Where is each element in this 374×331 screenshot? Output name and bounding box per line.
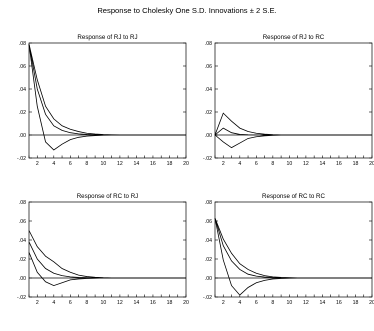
x-tick-label: 16 xyxy=(336,161,342,167)
plot-frame xyxy=(28,42,187,159)
y-tick-label: .06 xyxy=(19,64,26,70)
y-tick-label: .04 xyxy=(19,238,26,244)
panel-title: Response of RJ to RJ xyxy=(77,34,137,41)
x-tick-label: 4 xyxy=(52,161,55,167)
panel-title: Response of RC to RJ xyxy=(77,193,139,200)
x-tick-label: 14 xyxy=(134,161,140,167)
panel-title: Response of RC to RC xyxy=(262,193,325,200)
y-tick-label: .06 xyxy=(205,219,212,225)
x-tick-label: 20 xyxy=(369,161,374,167)
x-tick-label: 2 xyxy=(222,161,225,167)
x-tick-label: 20 xyxy=(183,161,189,167)
y-tick-label: .02 xyxy=(205,257,212,263)
panel-title: Response of RJ to RC xyxy=(263,34,325,41)
series-line-1 xyxy=(28,241,186,279)
x-tick-label: 18 xyxy=(353,300,359,306)
plot-frame xyxy=(214,201,373,298)
panel-2: Response of RJ to RC .08 .06 .04 .02 .00 -.02 2… xyxy=(203,34,374,167)
y-tick-label: .04 xyxy=(205,238,212,244)
x-tick-label: 18 xyxy=(353,161,359,167)
panels: Response of RJ to RJ .08 .06 .04 .02 .00 -.02 2… xyxy=(17,34,374,306)
x-tick-label: 18 xyxy=(167,161,173,167)
y-tick-label: -.02 xyxy=(203,156,212,162)
x-tick-label: 2 xyxy=(36,300,39,306)
x-tick-label: 14 xyxy=(320,300,326,306)
x-tick-label: 16 xyxy=(336,300,342,306)
x-tick-label: 20 xyxy=(369,300,374,306)
plot-frame xyxy=(28,201,187,298)
x-tick-label: 8 xyxy=(85,161,88,167)
series-line-2 xyxy=(28,230,186,279)
x-tick-label: 12 xyxy=(117,161,123,167)
x-tick-label: 20 xyxy=(183,300,189,306)
x-tick-label: 8 xyxy=(271,161,274,167)
y-tick-label: .04 xyxy=(205,87,212,93)
panel-4: Response of RC to RC .08 .06 .04 .02 .00 -.02 2… xyxy=(203,193,374,306)
x-tick-label: 12 xyxy=(303,300,309,306)
series-line-3 xyxy=(214,218,372,296)
series-line-2 xyxy=(214,112,372,136)
x-tick-label: 4 xyxy=(52,300,55,306)
x-tick-label: 10 xyxy=(286,300,292,306)
y-tick-label: .02 xyxy=(19,257,26,263)
y-tick-label: .02 xyxy=(205,110,212,116)
y-tick-label: .00 xyxy=(205,133,212,139)
series-line-2 xyxy=(214,218,372,279)
y-tick-label: .08 xyxy=(205,41,212,47)
x-tick-label: 10 xyxy=(100,161,106,167)
y-tick-label: .00 xyxy=(19,276,26,282)
x-tick-label: 12 xyxy=(303,161,309,167)
series-line-1 xyxy=(28,44,186,136)
series-line-2 xyxy=(28,44,186,136)
x-tick-label: 14 xyxy=(320,161,326,167)
x-tick-label: 12 xyxy=(117,300,123,306)
x-tick-label: 8 xyxy=(85,300,88,306)
y-tick-label: .06 xyxy=(205,64,212,70)
series-line-1 xyxy=(214,218,372,279)
y-tick-label: .08 xyxy=(19,200,26,206)
x-tick-label: 6 xyxy=(69,300,72,306)
x-tick-label: 6 xyxy=(255,161,258,167)
y-tick-label: .06 xyxy=(19,219,26,225)
y-tick-label: .04 xyxy=(19,87,26,93)
panel-1: Response of RJ to RJ .08 .06 .04 .02 .00 -.02 2… xyxy=(17,34,189,167)
y-tick-label: .08 xyxy=(19,41,26,47)
x-tick-label: 2 xyxy=(222,300,225,306)
x-tick-label: 16 xyxy=(150,161,156,167)
y-tick-label: .00 xyxy=(205,276,212,282)
series-line-3 xyxy=(214,134,372,149)
x-tick-label: 18 xyxy=(167,300,173,306)
x-tick-label: 14 xyxy=(134,300,140,306)
x-tick-label: 4 xyxy=(238,300,241,306)
x-tick-label: 2 xyxy=(36,161,39,167)
y-tick-label: -.02 xyxy=(17,295,26,301)
x-tick-label: 6 xyxy=(69,161,72,167)
y-tick-label: -.02 xyxy=(17,156,26,162)
panel-3: Response of RC to RJ .08 .06 .04 .02 .00 -.02 2… xyxy=(17,193,189,306)
y-tick-label: .00 xyxy=(19,133,26,139)
series-line-3 xyxy=(28,252,186,287)
main-title: Response to Cholesky One S.D. Innovation… xyxy=(97,6,276,15)
y-tick-label: .02 xyxy=(19,110,26,116)
x-tick-label: 10 xyxy=(100,300,106,306)
y-tick-label: .08 xyxy=(205,200,212,206)
series-line-3 xyxy=(28,44,186,151)
x-tick-label: 16 xyxy=(150,300,156,306)
y-tick-label: -.02 xyxy=(203,295,212,301)
x-tick-label: 6 xyxy=(255,300,258,306)
plot-frame xyxy=(214,42,373,159)
x-tick-label: 8 xyxy=(271,300,274,306)
series-line-1 xyxy=(214,127,372,136)
x-tick-label: 4 xyxy=(238,161,241,167)
x-tick-label: 10 xyxy=(286,161,292,167)
